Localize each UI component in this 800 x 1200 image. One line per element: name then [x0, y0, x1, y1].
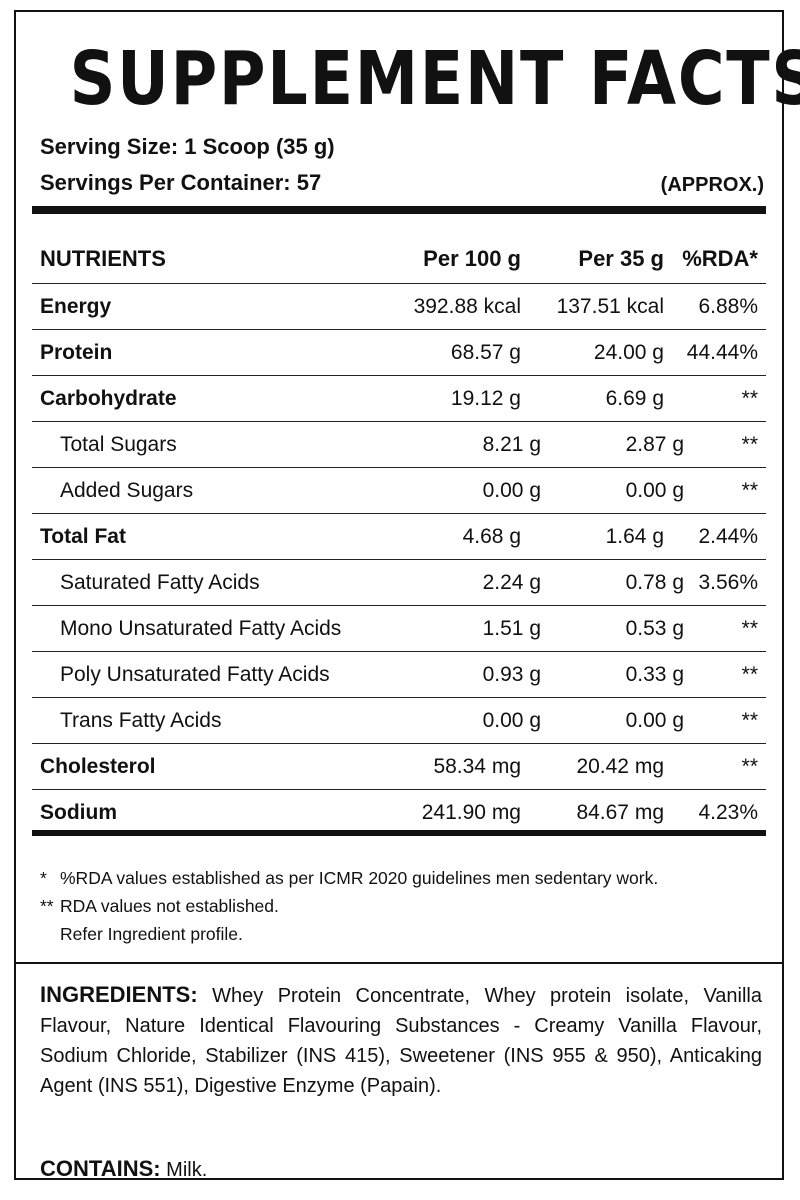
per-35g-value: 137.51 kcal	[556, 294, 664, 318]
table-header: NUTRIENTS Per 100 g Per 35 g %RDA*	[32, 234, 766, 284]
label-title: SUPPLEMENT FACTS	[69, 36, 800, 122]
nutrient-name: Total Fat	[40, 524, 126, 548]
per-100g-value: 19.12 g	[450, 386, 521, 410]
per-35g-value: 2.87 g	[625, 432, 684, 456]
ingredients-section: INGREDIENTS: Whey Protein Concentrate, W…	[40, 980, 762, 1101]
table-row: Total Fat 4.68 g 1.64 g 2.44%	[32, 514, 766, 560]
header-per-35g: Per 35 g	[578, 245, 664, 271]
per-35g-value: 0.33 g	[625, 662, 684, 686]
per-35g-value: 0.78 g	[625, 570, 684, 594]
per-35g-value: 1.64 g	[605, 524, 664, 548]
per-100g-value: 4.68 g	[462, 524, 521, 548]
per-100g-value: 0.93 g	[482, 662, 541, 686]
per-35g-value: 0.00 g	[625, 708, 684, 732]
per-35g-value: 24.00 g	[593, 340, 664, 364]
per-35g-value: 6.69 g	[605, 386, 664, 410]
header-per-100g: Per 100 g	[423, 245, 521, 271]
per-100g-value: 8.21 g	[482, 432, 541, 456]
footnote-text: %RDA values established as per ICMR 2020…	[60, 868, 659, 888]
table-row: Cholesterol 58.34 mg 20.42 mg **	[32, 744, 766, 790]
per-100g-value: 241.90 mg	[421, 801, 521, 824]
nutrient-table: NUTRIENTS Per 100 g Per 35 g %RDA* Energ…	[32, 234, 766, 836]
footnote-not-established: ** RDA values not established.	[40, 892, 658, 920]
nutrient-name: Protein	[40, 340, 113, 364]
rda-value: 4.23%	[698, 801, 758, 824]
bottom-rule	[32, 830, 766, 836]
nutrient-name: Saturated Fatty Acids	[60, 570, 260, 594]
table-row: Added Sugars 0.00 g 0.00 g **	[32, 468, 766, 514]
per-35g-value: 0.00 g	[625, 478, 684, 502]
supplement-facts-label: SUPPLEMENT FACTS Serving Size: 1 Scoop (…	[14, 10, 800, 1182]
footnotes: * %RDA values established as per ICMR 20…	[40, 864, 658, 948]
contains-text: Milk.	[166, 1159, 208, 1181]
per-35g-value: 84.67 mg	[576, 801, 664, 824]
nutrient-name: Cholesterol	[40, 754, 156, 778]
per-100g-value: 0.00 g	[482, 478, 541, 502]
table-row: Mono Unsaturated Fatty Acids 1.51 g 0.53…	[32, 606, 766, 652]
ingredients-heading: INGREDIENTS:	[40, 982, 198, 1007]
footnote-marker: *	[40, 868, 47, 888]
contains-section: CONTAINS: Milk.	[40, 1156, 207, 1182]
nutrient-name: Energy	[40, 294, 112, 318]
rda-value: 44.44%	[686, 340, 758, 364]
table-row: Saturated Fatty Acids 2.24 g 0.78 g 3.56…	[32, 560, 766, 606]
rda-value: **	[741, 708, 758, 732]
header-nutrients: NUTRIENTS	[40, 245, 166, 271]
serving-size: Serving Size: 1 Scoop (35 g)	[40, 134, 335, 159]
rda-value: **	[741, 662, 758, 686]
footnote-text: RDA values not established.	[60, 896, 279, 916]
footnote-refer: Refer Ingredient profile.	[60, 924, 243, 944]
rda-value: 2.44%	[698, 524, 758, 548]
nutrient-name: Sodium	[40, 801, 117, 824]
table-row: Poly Unsaturated Fatty Acids 0.93 g 0.33…	[32, 652, 766, 698]
table-row: Carbohydrate 19.12 g 6.69 g **	[32, 376, 766, 422]
table-row: Total Sugars 8.21 g 2.87 g **	[32, 422, 766, 468]
per-35g-value: 0.53 g	[625, 616, 684, 640]
rda-value: **	[741, 754, 758, 778]
nutrient-name: Added Sugars	[60, 478, 194, 502]
top-rule	[32, 206, 766, 214]
table-row: Trans Fatty Acids 0.00 g 0.00 g **	[32, 698, 766, 744]
contains-heading: CONTAINS:	[40, 1156, 161, 1181]
per-100g-value: 1.51 g	[482, 616, 541, 640]
table-row: Protein 68.57 g 24.00 g 44.44%	[32, 330, 766, 376]
rda-value: **	[741, 478, 758, 502]
rda-value: 3.56%	[698, 570, 758, 594]
servings-per-container: Servings Per Container: 57	[40, 170, 322, 195]
per-100g-value: 58.34 mg	[433, 754, 521, 778]
nutrient-name: Carbohydrate	[40, 386, 177, 410]
header-rda: %RDA*	[682, 245, 758, 271]
approx-note: (APPROX.)	[660, 174, 764, 196]
per-100g-value: 2.24 g	[482, 570, 541, 594]
per-100g-value: 392.88 kcal	[413, 294, 521, 318]
nutrient-name: Trans Fatty Acids	[60, 708, 222, 732]
table-row: Sodium 241.90 mg 84.67 mg 4.23%	[32, 790, 766, 836]
nutrient-name: Total Sugars	[60, 432, 177, 456]
section-divider	[16, 962, 782, 964]
per-35g-value: 20.42 mg	[576, 754, 664, 778]
table-row: Energy 392.88 kcal 137.51 kcal 6.88%	[32, 284, 766, 330]
per-100g-value: 0.00 g	[482, 708, 541, 732]
nutrient-name: Mono Unsaturated Fatty Acids	[60, 616, 342, 640]
rda-value: 6.88%	[698, 294, 758, 318]
nutrient-name: Poly Unsaturated Fatty Acids	[60, 662, 330, 686]
footnote-rda: * %RDA values established as per ICMR 20…	[40, 864, 658, 892]
rda-value: **	[741, 432, 758, 456]
rda-value: **	[741, 616, 758, 640]
per-100g-value: 68.57 g	[450, 340, 521, 364]
footnote-marker: **	[40, 896, 54, 916]
ingredients-text: Whey Protein Concentrate, Whey protein i…	[40, 985, 763, 1097]
rda-value: **	[741, 386, 758, 410]
